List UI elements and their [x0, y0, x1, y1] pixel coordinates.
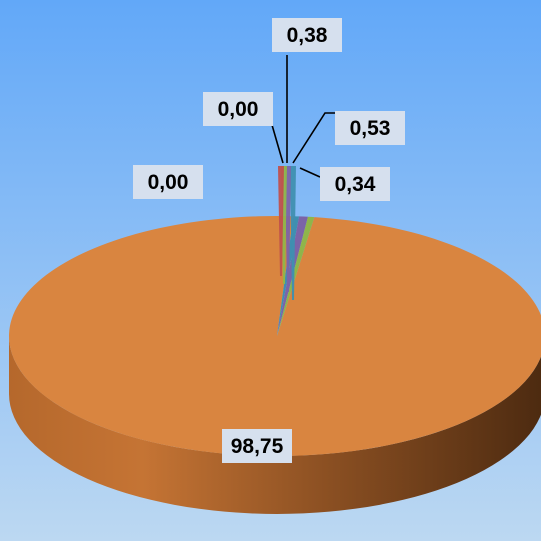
leader-line-2	[292, 112, 338, 164]
data-label-box	[320, 167, 390, 201]
pie-slice-sliver-2	[285, 166, 291, 292]
pie-slice-sliver-1	[290, 166, 296, 300]
data-label: 0,38	[287, 24, 328, 47]
data-label: 0,00	[148, 171, 189, 194]
data-label-box	[222, 429, 292, 463]
data-label: 0,00	[218, 98, 259, 121]
data-label-box	[335, 111, 405, 145]
data-label-box	[203, 92, 273, 126]
data-label-box	[133, 165, 203, 199]
data-label-box	[272, 18, 342, 52]
data-label: 0,34	[335, 173, 376, 196]
pie-layer	[9, 166, 541, 514]
pie-slice-side	[9, 336, 541, 514]
pie-slice-sliver-4	[278, 166, 284, 276]
pie-slice-3	[277, 216, 315, 336]
data-label: 98,75	[231, 435, 284, 458]
pie-slice-0	[9, 216, 541, 457]
leader-line-1	[299, 167, 321, 178]
data-label: 0,53	[350, 117, 391, 140]
data-labels: 98,75 0,34 0,53 0,38 0,00 0,00	[133, 18, 405, 463]
